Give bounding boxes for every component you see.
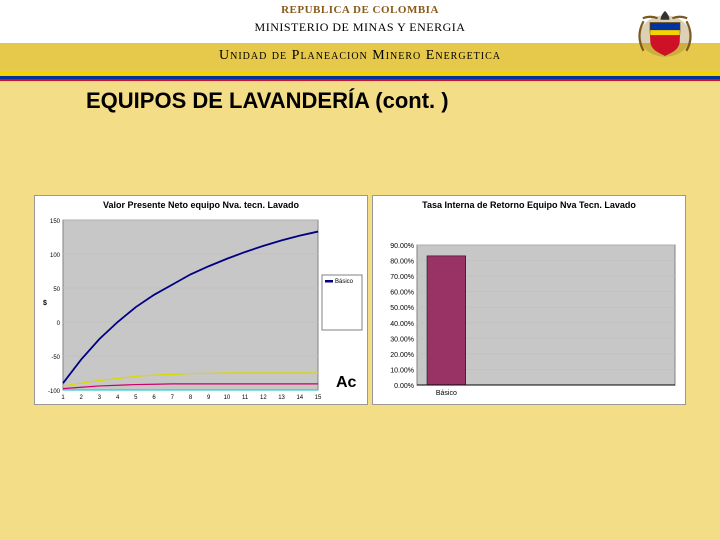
svg-text:11: 11 — [242, 395, 249, 401]
chart-right-svg: 0.00% 10.00% 20.00% 30.00% 40.00% 50.00% 60.00… — [373, 210, 685, 405]
chart-left-svg: -100-50050100150123456789101112131415$Bá… — [35, 210, 367, 405]
svg-text:40.00%: 40.00% — [390, 321, 414, 328]
coat-of-arms-icon — [628, 2, 702, 76]
svg-text:$: $ — [43, 300, 47, 307]
svg-text:Básico: Básico — [436, 390, 457, 397]
svg-text:50: 50 — [53, 287, 60, 293]
svg-text:70.00%: 70.00% — [390, 274, 414, 281]
svg-text:5: 5 — [134, 395, 138, 401]
chart-left-title: Valor Presente Neto equipo Nva. tecn. La… — [35, 196, 367, 210]
svg-text:1: 1 — [61, 395, 65, 401]
svg-text:13: 13 — [278, 395, 285, 401]
header-republica: REPUBLICA DE COLOMBIA — [0, 4, 720, 16]
svg-text:2: 2 — [80, 395, 84, 401]
svg-text:-50: -50 — [51, 355, 60, 361]
svg-text:6: 6 — [152, 395, 156, 401]
svg-text:80.00%: 80.00% — [390, 259, 414, 266]
chart-vpn-lavado: Valor Presente Neto equipo Nva. tecn. La… — [34, 195, 368, 405]
header-upme: Unidad de Planeacion Minero Energetica — [0, 48, 720, 64]
header-ministerio: MINISTERIO DE MINAS Y ENERGIA — [0, 20, 720, 35]
svg-text:30.00%: 30.00% — [390, 336, 414, 343]
svg-text:-100: -100 — [48, 389, 61, 395]
svg-text:50.00%: 50.00% — [390, 305, 414, 312]
svg-text:14: 14 — [296, 395, 303, 401]
svg-text:9: 9 — [207, 395, 211, 401]
svg-text:10: 10 — [224, 395, 231, 401]
svg-text:Básico: Básico — [335, 279, 354, 285]
svg-text:150: 150 — [50, 219, 61, 225]
svg-text:100: 100 — [50, 253, 61, 259]
svg-text:60.00%: 60.00% — [390, 290, 414, 297]
svg-text:4: 4 — [116, 395, 120, 401]
stripe-red — [0, 79, 720, 82]
svg-text:90.00%: 90.00% — [390, 243, 414, 250]
stray-ac-label: Ac — [336, 374, 356, 392]
chart-right-title: Tasa Interna de Retorno Equipo Nva Tecn.… — [373, 196, 685, 210]
svg-text:0.00%: 0.00% — [394, 383, 414, 390]
svg-text:15: 15 — [315, 395, 322, 401]
header-tricolor — [0, 71, 720, 81]
svg-text:10.00%: 10.00% — [390, 367, 414, 374]
svg-text:0: 0 — [57, 321, 61, 327]
svg-text:3: 3 — [98, 395, 102, 401]
svg-text:8: 8 — [189, 395, 193, 401]
svg-text:7: 7 — [171, 395, 175, 401]
slide-title: EQUIPOS DE LAVANDERÍA (cont. ) — [86, 88, 449, 114]
chart-tir-lavado: Tasa Interna de Retorno Equipo Nva Tecn.… — [372, 195, 686, 405]
svg-text:20.00%: 20.00% — [390, 352, 414, 359]
svg-text:12: 12 — [260, 395, 267, 401]
